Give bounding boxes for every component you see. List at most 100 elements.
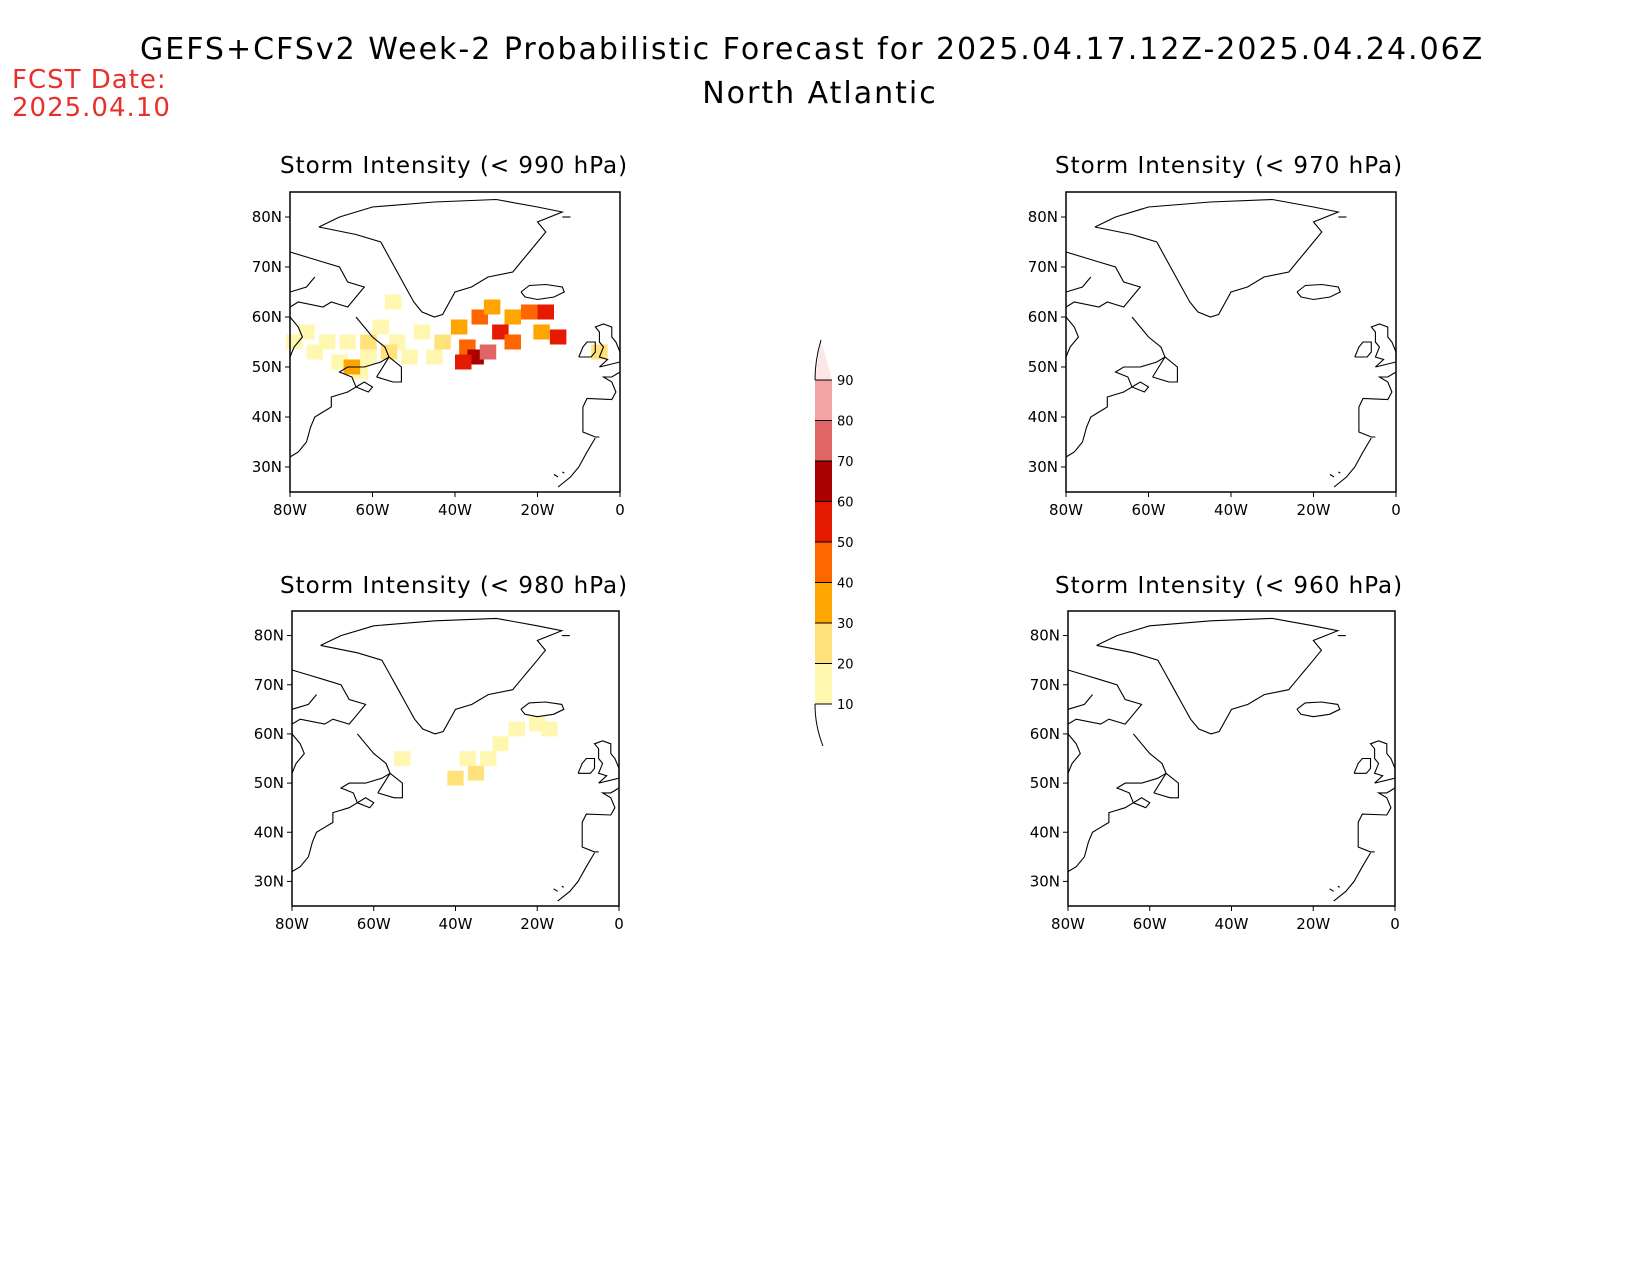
coastline [1333, 852, 1371, 902]
fcst-date-label: FCST Date: [12, 65, 167, 95]
coastline [291, 694, 317, 710]
lon-tick-label: 60W [1133, 915, 1167, 933]
lat-tick-label: 50N [1030, 774, 1060, 792]
probability-cell [372, 319, 389, 335]
probability-cell [483, 299, 501, 315]
lat-tick-label: 80N [1030, 627, 1060, 645]
coastline [318, 198, 565, 318]
lat-tick-label: 40N [1028, 408, 1058, 426]
colorbar-label: 40 [837, 577, 854, 592]
coastline [291, 669, 367, 725]
probability-cell [360, 334, 377, 350]
map-content [291, 617, 620, 902]
coastline [1094, 198, 1341, 318]
colorbar-top-arrow [815, 340, 832, 380]
map-panel-990: 80W 60W 40W 20W 0 80N 70N 60N 50N 40N 30N [252, 191, 625, 519]
coastline [1067, 733, 1167, 873]
coastline [1065, 316, 1166, 458]
coastline [377, 772, 403, 799]
coastline [1337, 885, 1341, 888]
coastline [553, 888, 558, 892]
colorbar-segment [815, 420, 832, 461]
coastline [562, 471, 565, 474]
coastline [1067, 694, 1093, 710]
probability-cell [541, 721, 558, 737]
coastline [1370, 323, 1397, 368]
lon-tick-label: 40W [438, 501, 472, 519]
coastline [1369, 740, 1396, 784]
lon-tick-label: 20W [521, 501, 555, 519]
map-frame [291, 610, 620, 907]
map-panel-970: 80W 60W 40W 20W 0 80N 70N 60N 50N 40N 30N [1028, 191, 1401, 519]
colorbar-label: 50 [837, 536, 854, 551]
probability-cell [360, 349, 377, 365]
probability-cell [533, 324, 550, 340]
map-content [1065, 198, 1397, 488]
colorbar-segment [815, 501, 832, 542]
probability-cell [480, 751, 497, 766]
lon-tick-label: 20W [1296, 915, 1330, 933]
lat-tick-label: 60N [1028, 308, 1058, 326]
fcst-date-value: 2025.04.10 [12, 93, 171, 123]
probability-cell [394, 751, 411, 766]
main-title: GEFS+CFSv2 Week-2 Probabilistic Forecast… [140, 32, 1485, 67]
probability-cell [479, 344, 497, 360]
colorbar-label: 90 [837, 374, 854, 389]
lat-tick-label: 70N [1030, 676, 1060, 694]
map-content [285, 198, 621, 488]
probability-cell [504, 309, 521, 325]
coastline [1357, 787, 1396, 853]
lat-tick-label: 60N [252, 308, 282, 326]
coastline [1067, 669, 1143, 725]
probability-cell [521, 304, 538, 320]
colorbar: 90 80 70 60 50 40 30 20 10 [814, 339, 854, 747]
lon-tick-label: 40W [1214, 501, 1248, 519]
colorbar-label: 10 [837, 698, 854, 713]
colorbar-segment [815, 623, 832, 664]
probability-cell [401, 349, 418, 365]
sub-title: North Atlantic [702, 76, 938, 111]
coastline [1152, 356, 1178, 383]
probability-cell [537, 304, 554, 320]
colorbar-label: 30 [837, 617, 854, 632]
lon-tick-label: 40W [1215, 915, 1249, 933]
colorbar-outline [814, 339, 822, 381]
coastline [1329, 474, 1335, 478]
probability-cell [384, 294, 402, 310]
coastline [582, 371, 621, 438]
lat-tick-label: 50N [1028, 358, 1058, 376]
lat-tick-label: 70N [252, 258, 282, 276]
lat-tick-label: 40N [252, 408, 282, 426]
probability-cell [339, 334, 356, 350]
coastline [557, 437, 596, 488]
coastline [520, 701, 565, 718]
coastline [1065, 276, 1092, 293]
coastline [1296, 701, 1341, 718]
coastline [1329, 888, 1334, 892]
probability-cell [467, 765, 485, 781]
panel-title-960: Storm Intensity (< 960 hPa) [1055, 573, 1404, 599]
colorbar-label: 80 [837, 415, 854, 430]
coastline [289, 316, 304, 358]
coastline [1358, 371, 1397, 438]
lon-tick-label: 20W [1297, 501, 1331, 519]
coastline [291, 733, 391, 873]
coastline [289, 316, 390, 458]
lat-tick-label: 80N [252, 208, 282, 226]
lon-tick-label: 0 [1391, 501, 1401, 519]
colorbar-segment [815, 542, 832, 583]
probability-cell [455, 354, 472, 370]
lon-tick-label: 80W [273, 501, 307, 519]
map-frame [1065, 191, 1397, 493]
coastline [581, 787, 620, 853]
map-panel-960: 80W 60W 40W 20W 0 80N 70N 60N 50N 40N 30N [1030, 610, 1400, 933]
probability-cell [434, 334, 451, 350]
coastline [520, 283, 566, 301]
lon-tick-label: 60W [357, 915, 391, 933]
lat-tick-label: 70N [254, 676, 284, 694]
coastline [1296, 283, 1342, 301]
coastline [1353, 757, 1372, 774]
lat-tick-label: 80N [254, 627, 284, 645]
colorbar-bottom-outline [814, 703, 824, 747]
probability-cell [413, 324, 431, 340]
